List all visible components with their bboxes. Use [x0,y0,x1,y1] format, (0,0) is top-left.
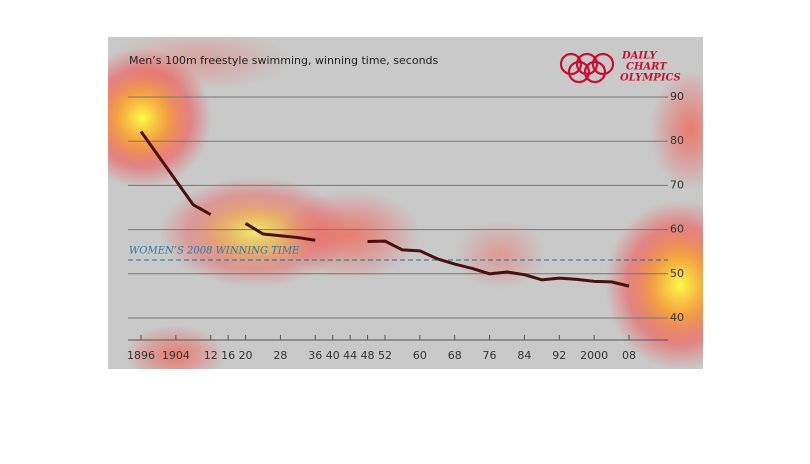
x-tick-label: 20 [239,349,253,362]
x-tick-label: 40 [326,349,340,362]
x-tick-label: 2000 [580,349,608,362]
x-tick-label: 1904 [162,349,190,362]
x-tick-label: 16 [221,349,235,362]
chart-title: Men’s 100m freestyle swimming, winning t… [129,54,439,67]
y-tick-label: 40 [670,311,684,324]
x-tick-label: 12 [204,349,218,362]
logo-line: OLYMPICS [620,73,681,84]
x-tick-label: 36 [308,349,322,362]
y-tick-label: 90 [670,90,684,103]
line-series [244,222,316,242]
x-tick-label: 48 [361,349,375,362]
y-tick-label: 50 [670,267,684,280]
reference-label: WOMEN’S 2008 WINNING TIME [129,246,300,257]
x-tick-label: 52 [378,349,392,362]
logo-line: DAILY [621,51,658,62]
logo-line: CHART [626,62,668,73]
y-tick-label: 60 [670,223,684,236]
x-tick-label: 28 [273,349,287,362]
x-tick-label: 68 [448,349,462,362]
line-series [367,239,630,288]
x-tick-label: 92 [552,349,566,362]
olympic-rings [559,52,615,84]
x-tick-label: 84 [517,349,531,362]
x-tick-label: 1896 [127,349,155,362]
x-tick-label: 76 [483,349,497,362]
x-tick-label: 60 [413,349,427,362]
heatmap [108,37,703,369]
x-tick-label: 08 [622,349,636,362]
line-series [139,130,212,216]
x-tick-label: 44 [343,349,357,362]
y-tick-label: 70 [670,178,684,191]
y-tick-label: 80 [670,134,684,147]
